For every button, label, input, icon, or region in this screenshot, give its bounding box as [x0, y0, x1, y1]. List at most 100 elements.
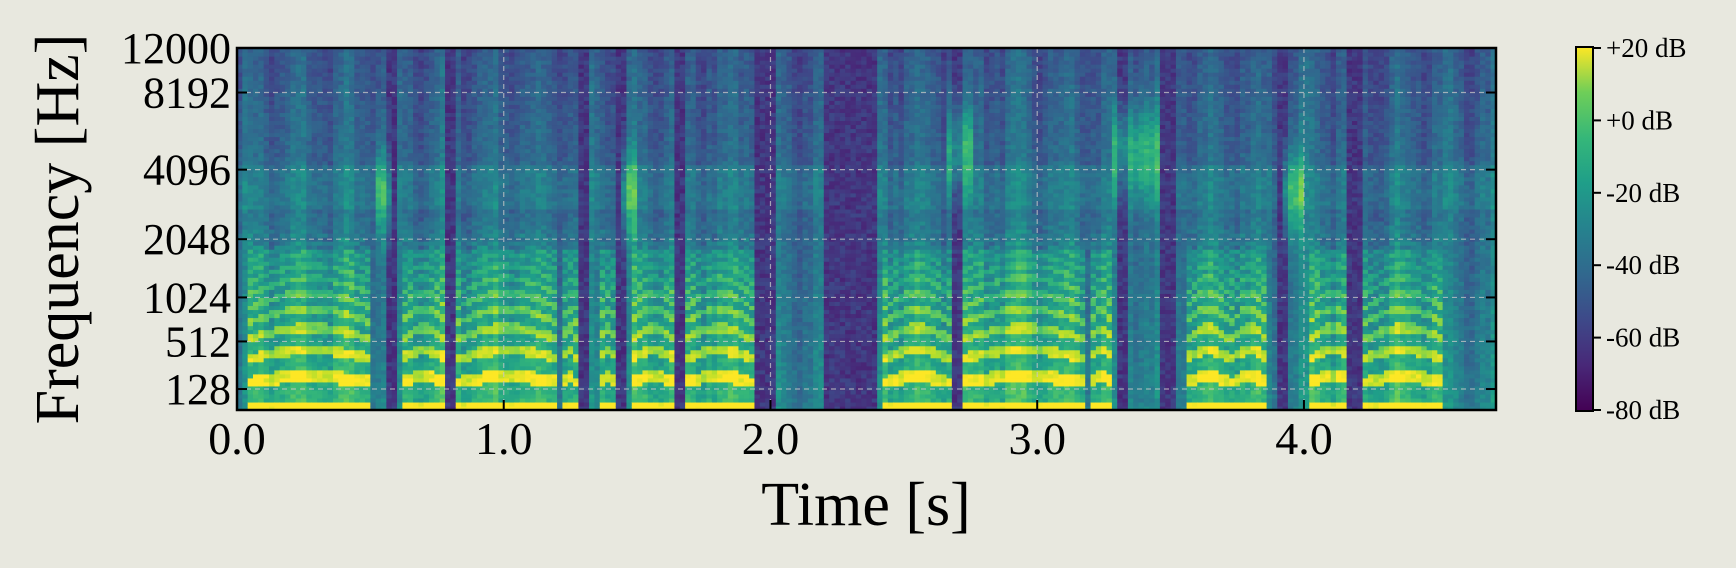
- spectrogram-cell: [343, 164, 350, 170]
- spectrogram-cell: [359, 52, 366, 57]
- spectrogram-cell: [439, 257, 446, 262]
- spectrogram-cell: [402, 152, 409, 158]
- spectrogram-cell: [327, 309, 334, 315]
- spectrogram-cell: [247, 349, 254, 355]
- spectrogram-cell: [237, 148, 243, 154]
- spectrogram-cell: [327, 152, 334, 158]
- spectrogram-cell: [274, 249, 281, 254]
- spectrogram-cell: [439, 329, 446, 335]
- spectrogram-cell: [397, 269, 403, 274]
- spectrogram-cell: [471, 72, 478, 77]
- spectrogram-cell: [290, 317, 297, 323]
- spectrogram-cell: [482, 208, 489, 214]
- spectrogram-cell: [370, 389, 377, 395]
- spectrogram-cell: [375, 48, 382, 53]
- spectrogram-cell: [311, 241, 318, 246]
- spectrogram-cell: [290, 321, 297, 327]
- spectrogram-cell: [263, 224, 270, 230]
- spectrogram-cell: [354, 176, 361, 182]
- spectrogram-cell: [285, 253, 291, 258]
- spectrogram-cell: [263, 132, 270, 138]
- spectrogram-cell: [322, 305, 329, 311]
- spectrogram-cell: [519, 341, 526, 347]
- spectrogram-cell: [397, 293, 403, 298]
- spectrogram-cell: [482, 237, 489, 242]
- spectrogram-cell: [386, 128, 393, 134]
- spectrogram-cell: [434, 321, 441, 327]
- spectrogram-cell: [258, 80, 265, 85]
- spectrogram-cell: [455, 92, 462, 97]
- spectrogram-cell: [418, 88, 425, 93]
- spectrogram-cell: [381, 148, 387, 154]
- spectrogram-cell: [413, 321, 419, 327]
- spectrogram-cell: [295, 273, 302, 278]
- spectrogram-cell: [514, 261, 521, 266]
- spectrogram-cell: [295, 309, 302, 315]
- spectrogram-cell: [322, 176, 329, 182]
- spectrogram-cell: [413, 208, 419, 214]
- spectrogram-cell: [301, 397, 307, 403]
- spectrogram-cell: [525, 112, 532, 117]
- spectrogram-cell: [402, 393, 409, 399]
- spectrogram-cell: [493, 48, 499, 53]
- spectrogram-cell: [242, 405, 249, 410]
- spectrogram-cell: [247, 80, 254, 85]
- spectrogram-cell: [354, 233, 361, 238]
- spectrogram-cell: [237, 389, 243, 395]
- spectrogram-cell: [455, 124, 462, 130]
- spectrogram-cell: [317, 253, 323, 258]
- spectrogram-cell: [333, 353, 339, 359]
- spectrogram-cell: [349, 345, 355, 351]
- spectrogram-cell: [375, 132, 382, 138]
- spectrogram-cell: [423, 325, 430, 331]
- spectrogram-cell: [285, 265, 291, 270]
- spectrogram-cell: [413, 48, 419, 53]
- spectrogram-cell: [301, 52, 307, 57]
- spectrogram-cell: [349, 365, 355, 371]
- spectrogram-cell: [386, 152, 393, 158]
- spectrogram-cell: [445, 80, 451, 85]
- spectrogram-cell: [407, 345, 414, 351]
- spectrogram-cell: [349, 84, 355, 89]
- spectrogram-cell: [365, 172, 371, 178]
- spectrogram-cell: [242, 389, 249, 395]
- spectrogram-cell: [519, 245, 526, 250]
- spectrogram-cell: [333, 212, 339, 218]
- spectrogram-cell: [333, 405, 339, 410]
- spectrogram-cell: [530, 349, 537, 355]
- spectrogram-cell: [370, 56, 377, 61]
- spectrogram-cell: [370, 337, 377, 343]
- spectrogram-cell: [365, 112, 371, 117]
- spectrogram-cell: [327, 229, 334, 234]
- spectrogram-cell: [381, 361, 387, 367]
- spectrogram-cell: [279, 341, 286, 347]
- spectrogram-cell: [263, 305, 270, 311]
- spectrogram-cell: [370, 184, 377, 190]
- spectrogram-cell: [333, 289, 339, 294]
- spectrogram-cell: [253, 192, 259, 198]
- spectrogram-cell: [317, 265, 323, 270]
- spectrogram-cell: [487, 325, 494, 331]
- spectrogram-cell: [423, 92, 430, 97]
- spectrogram-cell: [434, 341, 441, 347]
- spectrogram-cell: [253, 200, 259, 206]
- spectrogram-cell: [237, 160, 243, 166]
- spectrogram-cell: [503, 136, 510, 142]
- spectrogram-cell: [434, 281, 441, 286]
- spectrogram-cell: [327, 164, 334, 170]
- spectrogram-cell: [423, 381, 430, 387]
- spectrogram-cell: [279, 397, 286, 403]
- spectrogram-cell: [439, 112, 446, 117]
- spectrogram-cell: [391, 196, 398, 202]
- spectrogram-cell: [439, 397, 446, 403]
- spectrogram-cell: [247, 329, 254, 335]
- spectrogram-cell: [525, 52, 532, 57]
- spectrogram-cell: [317, 116, 323, 121]
- spectrogram-cell: [397, 168, 403, 174]
- spectrogram-cell: [269, 212, 275, 218]
- spectrogram-cell: [317, 48, 323, 53]
- spectrogram-cell: [311, 325, 318, 331]
- spectrogram-cell: [391, 365, 398, 371]
- spectrogram-cell: [471, 152, 478, 158]
